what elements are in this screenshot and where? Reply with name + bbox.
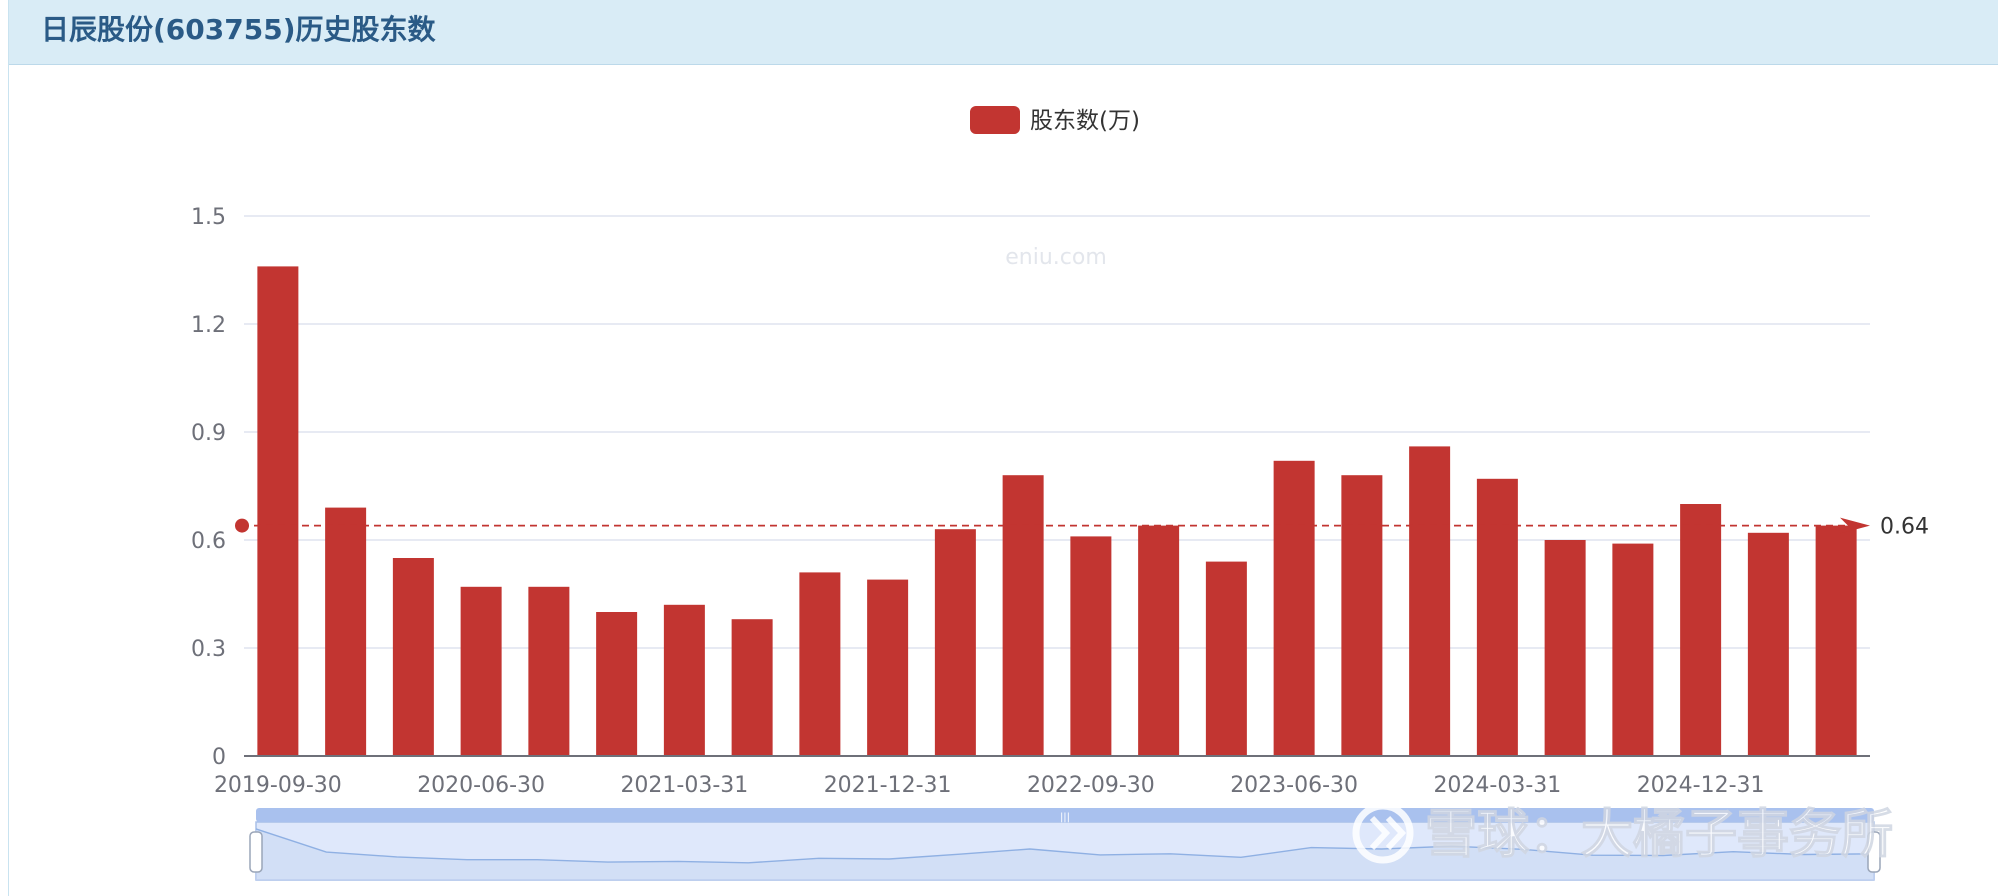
x-tick-label: 2020-06-30 (417, 773, 545, 798)
bar-2023-06-30[interactable] (1273, 460, 1315, 756)
bar-2019-12-31[interactable] (325, 507, 367, 756)
bar-2024-06-30[interactable] (1544, 540, 1586, 756)
panel-header: 日辰股份(603755)历史股东数 (9, 0, 1998, 65)
x-tick-label: 2021-03-31 (620, 773, 748, 798)
bar-2024-12-31[interactable] (1680, 504, 1722, 756)
data-zoom-handle-bar[interactable] (256, 808, 1874, 822)
bar-2020-12-31[interactable] (596, 612, 638, 756)
data-zoom-right-handle[interactable] (1867, 831, 1881, 873)
bar-2025-03-31[interactable] (1747, 532, 1789, 756)
bar-2022-09-30[interactable] (1070, 536, 1112, 756)
y-tick-label: 0 (212, 745, 226, 770)
bar-2020-03-31[interactable] (392, 558, 434, 756)
bar-2020-06-30[interactable] (460, 586, 502, 756)
bar-2024-09-30[interactable] (1612, 543, 1654, 756)
bar-2021-03-31[interactable] (663, 604, 705, 756)
mark-line-arrow-icon (1840, 517, 1870, 534)
x-tick-label: 2024-03-31 (1433, 773, 1561, 798)
bar-2019-09-30[interactable] (257, 266, 299, 756)
legend-label: 股东数(万) (1030, 108, 1140, 134)
bar-2022-12-31[interactable] (1138, 525, 1180, 756)
data-zoom-preview-area (256, 828, 1874, 880)
brand-watermark: 雪球：大橘子事务所 (1425, 805, 1893, 865)
bar-2023-09-30[interactable] (1341, 475, 1383, 756)
x-tick-label: 2024-12-31 (1637, 773, 1765, 798)
x-tick-label: 2022-09-30 (1027, 773, 1155, 798)
x-tick-label: 2023-06-30 (1230, 773, 1358, 798)
y-tick-label: 0.9 (191, 421, 226, 446)
bar-2022-03-31[interactable] (934, 529, 976, 756)
mark-line-label: 0.64 (1880, 515, 1929, 540)
legend-swatch (970, 106, 1020, 134)
bar-2024-03-31[interactable] (1476, 478, 1518, 756)
data-zoom-left-handle[interactable] (249, 831, 263, 873)
x-tick-label: 2021-12-31 (824, 773, 952, 798)
data-zoom-grip-icon: ||| (1060, 812, 1070, 823)
bar-2021-12-31[interactable] (867, 579, 909, 756)
bar-2022-06-30[interactable] (1002, 475, 1044, 756)
xueqiu-logo-mark (1369, 815, 1407, 851)
site-watermark: eniu.com (1005, 245, 1107, 270)
page-title: 日辰股份(603755)历史股东数 (41, 13, 436, 46)
mark-line-start-dot (235, 518, 249, 533)
y-tick-label: 1.5 (191, 205, 226, 230)
legend-item[interactable]: 股东数(万) (970, 106, 1140, 134)
y-tick-label: 1.2 (191, 313, 226, 338)
data-zoom-preview-line (255, 828, 1875, 864)
bar-2025-06-30[interactable] (1815, 525, 1857, 756)
bar-2023-12-31[interactable] (1409, 446, 1451, 756)
bar-2021-09-30[interactable] (799, 572, 841, 756)
bar-2023-03-31[interactable] (1205, 561, 1247, 756)
xueqiu-logo-icon (1352, 802, 1414, 864)
x-tick-label: 2019-09-30 (214, 773, 342, 798)
y-tick-label: 0.6 (191, 529, 226, 554)
y-tick-label: 0.3 (191, 637, 226, 662)
bar-2021-06-30[interactable] (731, 619, 773, 756)
bar-2020-09-30[interactable] (528, 586, 570, 756)
